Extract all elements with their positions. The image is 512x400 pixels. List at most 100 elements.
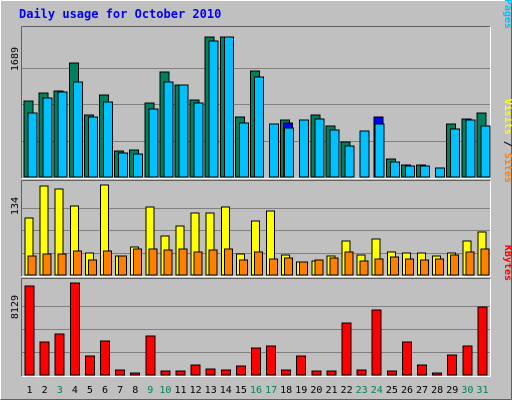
day-label-5: 5	[87, 385, 93, 396]
day-label-15: 15	[235, 385, 247, 396]
bar-kbytes-day-14	[220, 369, 231, 376]
bar-pages-day-30	[465, 119, 476, 178]
bar-sites-day-14	[223, 248, 233, 276]
bar-pages-day-15	[238, 122, 249, 178]
bar-pages-day-29	[450, 128, 461, 178]
day-label-16: 16	[250, 385, 262, 396]
bar-pages-day-25	[389, 161, 400, 178]
x-axis-day-labels: 1 2 3 4 5 6 7 8 9 10 11 12 13 14 15 16 17 18 19 20 21 22 23 24 2…	[27, 385, 489, 396]
bar-kbytes-day-13	[205, 368, 216, 376]
bar-sites-day-2	[42, 253, 52, 276]
bar-kbytes-day-29	[447, 354, 458, 376]
bar-kbytes-day-10	[160, 370, 171, 376]
bar-pages-day-9	[148, 108, 159, 178]
day-label-13: 13	[205, 385, 217, 396]
bar-sites-day-1	[27, 255, 37, 276]
bar-sites-day-17	[269, 258, 279, 276]
bar-kbytes-day-25	[386, 370, 397, 376]
bar-kbytes-day-16	[250, 347, 261, 376]
bar-pages-day-21	[329, 129, 340, 178]
bar-pages-day-2	[42, 97, 53, 178]
series-legend: Hits / Files / Pages	[502, 0, 512, 29]
bar-pages-day-14	[223, 36, 234, 178]
bar-sites-day-8	[133, 248, 143, 276]
bar-pages-day-24	[374, 123, 385, 178]
bar-pages-day-6	[102, 101, 113, 178]
bar-kbytes-day-30	[462, 345, 473, 376]
day-label-6: 6	[102, 385, 108, 396]
day-label-1: 1	[27, 385, 33, 396]
bar-kbytes-day-20	[311, 370, 322, 376]
bar-pages-day-16	[253, 76, 264, 178]
bar-kbytes-day-31	[477, 306, 488, 376]
bar-kbytes-day-1	[24, 285, 35, 376]
bar-pages-day-4	[72, 81, 83, 178]
bar-sites-day-3	[57, 253, 67, 276]
bar-sites-day-10	[163, 249, 173, 276]
bar-sites-day-18	[284, 257, 294, 276]
bar-pages-day-28	[435, 167, 446, 178]
day-label-3: 3	[57, 385, 63, 396]
day-label-28: 28	[431, 385, 443, 396]
bar-sites-day-13	[208, 249, 218, 276]
legend-item: Pages	[502, 0, 512, 29]
bar-kbytes-day-23	[356, 369, 367, 376]
bar-sites-day-27	[420, 259, 430, 276]
legend-item: Sites	[502, 153, 512, 183]
bar-kbytes-day-12	[190, 364, 201, 376]
y-max-label: 1689	[10, 47, 21, 71]
bar-pages-day-19	[299, 119, 310, 178]
day-label-24: 24	[371, 385, 383, 396]
bar-pages-day-5	[87, 116, 98, 178]
day-label-10: 10	[159, 385, 171, 396]
day-label-17: 17	[265, 385, 277, 396]
day-label-23: 23	[356, 385, 368, 396]
bar-kbytes-day-19	[296, 355, 307, 376]
panel-kbytes: 8129 KBytes	[10, 245, 512, 377]
bar-pages-day-23	[359, 130, 370, 178]
bar-sites-day-21	[329, 257, 339, 276]
day-label-29: 29	[446, 385, 458, 396]
bar-pages-day-1	[27, 112, 38, 178]
bar-pages-day-22	[344, 145, 355, 178]
day-label-19: 19	[295, 385, 307, 396]
day-label-12: 12	[190, 385, 202, 396]
bar-kbytes-day-21	[326, 370, 337, 376]
bar-kbytes-day-7	[115, 369, 126, 376]
bar-sites-day-28	[435, 258, 445, 276]
bar-sites-day-11	[178, 248, 188, 276]
bar-sites-day-4	[72, 250, 82, 276]
bar-pages-day-20	[314, 118, 325, 178]
chart-panels: 1689 Hits / Files / Pages 134 Visits / Site…	[10, 0, 512, 377]
bar-kbytes-day-6	[99, 340, 110, 376]
bar-pages-day-31	[480, 125, 491, 178]
bar-sites-day-31	[480, 248, 490, 276]
series-legend: Visits / Sites	[502, 99, 512, 183]
bar-sites-day-26	[404, 258, 414, 276]
legend-item: KBytes	[502, 245, 512, 281]
bar-pages-day-26	[404, 165, 415, 178]
bar-pages-day-27	[420, 165, 431, 178]
day-label-20: 20	[310, 385, 322, 396]
panel-pages-files-hits: 1689 Hits / Files / Pages	[10, 0, 512, 179]
day-label-9: 9	[147, 385, 153, 396]
day-label-7: 7	[117, 385, 123, 396]
bar-pages-day-10	[163, 81, 174, 178]
bar-kbytes-day-27	[417, 364, 428, 376]
bar-kbytes-day-5	[84, 355, 95, 376]
y-max-label: 8129	[10, 295, 21, 319]
day-label-2: 2	[42, 385, 48, 396]
bar-sites-day-16	[253, 251, 263, 276]
bar-pages-day-17	[269, 123, 280, 178]
day-label-14: 14	[220, 385, 232, 396]
bar-sites-day-12	[193, 251, 203, 276]
bar-pages-day-12	[193, 102, 204, 178]
bar-kbytes-day-17	[266, 345, 277, 376]
legend-item: Visits	[502, 99, 512, 135]
bar-kbytes-day-24	[371, 309, 382, 376]
bar-kbytes-day-3	[54, 333, 65, 376]
bar-sites-day-23	[359, 260, 369, 276]
bar-kbytes-day-11	[175, 370, 186, 376]
bar-pages-day-8	[133, 153, 144, 178]
bar-kbytes-day-2	[39, 341, 50, 376]
